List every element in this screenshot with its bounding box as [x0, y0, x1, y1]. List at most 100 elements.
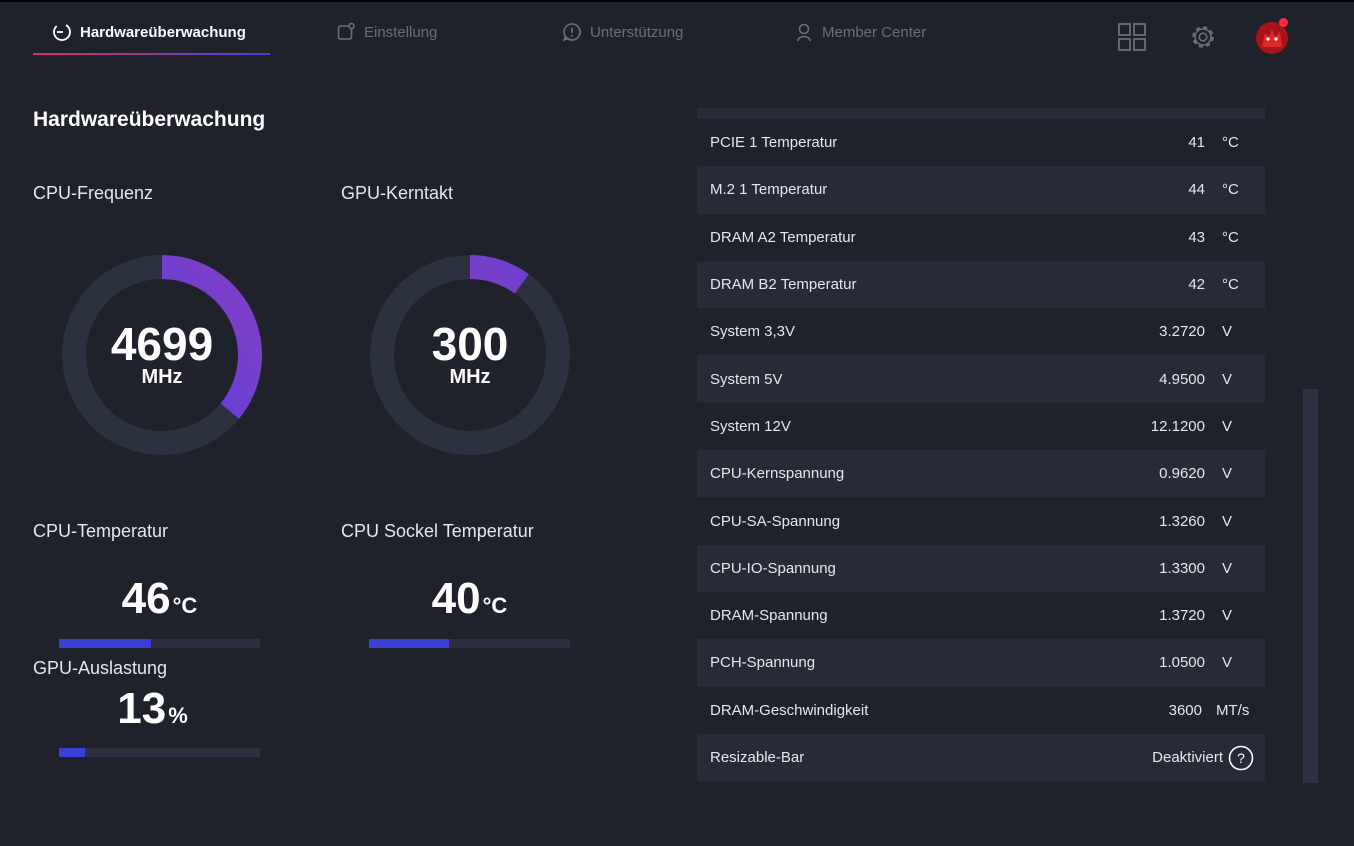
cpu-frequency-label: CPU-Frequenz: [33, 183, 154, 203]
tab-label: Hardwareüberwachung: [80, 23, 246, 41]
sensor-unit: V: [1222, 607, 1233, 625]
cpu-temperature-label: CPU-Temperatur: [33, 521, 169, 541]
cpu-temperature-value: 46: [121, 574, 171, 623]
support-alert-icon: [562, 23, 581, 42]
user-icon: [797, 23, 811, 42]
sensor-value: 41: [1188, 134, 1205, 152]
sensor-unit: °C: [1222, 134, 1239, 152]
table-row: DRAM-Spannung 1.3720 V: [697, 592, 1265, 639]
socket-temperature-unit: °C: [482, 593, 508, 618]
sensor-name: PCIE 1 Temperatur: [710, 134, 838, 152]
sensor-value: 3.2720: [1159, 323, 1205, 341]
sensor-rows: PCIE 1 Temperatur 41 °C M.2 1 Temperatur 44 °…: [697, 119, 1265, 734]
cpu-temperature-readout: 46°C: [59, 574, 260, 624]
sensor-name: Resizable-Bar: [710, 749, 805, 766]
socket-temperature-bar-fill: [369, 639, 450, 648]
table-row: PCIE 1 Temperatur 41 °C: [697, 119, 1265, 166]
page-title: Hardwareüberwachung: [33, 108, 266, 131]
tab-label: Unterstützung: [590, 23, 684, 41]
gpu-load-bar: [59, 748, 260, 757]
table-row: DRAM-Geschwindigkeit 3600 MT/s: [697, 687, 1265, 734]
sensor-name: M.2 1 Temperatur: [710, 181, 828, 199]
socket-temperature-bar: [369, 639, 570, 648]
monitor-gauge-icon: [53, 23, 71, 41]
sensor-value: 1.3300: [1159, 559, 1205, 577]
table-row: CPU-Kernspannung 0.9620 V: [697, 450, 1265, 498]
sensor-value: 1.0500: [1159, 654, 1205, 672]
gpu-clock-value: 300: [431, 318, 509, 370]
gpu-load-value: 13: [117, 684, 167, 733]
top-navigation: Hardwareüberwachung Einstellung Unterstü…: [0, 0, 1354, 62]
gear-icon[interactable]: [1188, 22, 1218, 52]
sensor-unit: °C: [1222, 181, 1239, 199]
sensor-unit: V: [1222, 417, 1233, 435]
socket-temperature-value: 40: [431, 574, 481, 623]
sensor-name: CPU-Kernspannung: [710, 465, 845, 483]
sensor-value: 3600: [1168, 701, 1202, 719]
cpu-temperature-bar: [59, 639, 260, 648]
settings-square-icon: [337, 22, 355, 40]
sensor-value: 44: [1188, 181, 1205, 199]
tab-support[interactable]: Unterstützung: [562, 20, 683, 44]
sensor-value: 1.3720: [1159, 607, 1205, 625]
cpu-temperature-bar-fill: [59, 639, 152, 648]
cpu-frequency-unit: MHz: [141, 366, 183, 388]
sensor-table[interactable]: PCIE 1 Temperatur 41 °C M.2 1 Temperatur 44 °…: [697, 108, 1265, 782]
sensor-value: 12.1200: [1150, 417, 1205, 435]
active-tab-indicator: [33, 53, 270, 55]
gpu-load-bar-fill: [59, 748, 86, 757]
gpu-clock-label: GPU-Kerntakt: [341, 183, 454, 203]
scrollbar-thumb[interactable]: [1303, 389, 1318, 783]
sensor-value: 42: [1188, 276, 1205, 294]
sensor-value: 4.9500: [1159, 370, 1205, 388]
sensor-name: CPU-IO-Spannung: [710, 559, 836, 577]
sensor-name: DRAM B2 Temperatur: [710, 276, 857, 294]
avatar[interactable]: [1255, 21, 1289, 55]
sensor-name: System 3,3V: [710, 323, 796, 341]
tab-hardware-monitor[interactable]: Hardwareüberwachung: [52, 20, 246, 44]
sensor-value: 43: [1188, 228, 1205, 246]
table-row: CPU-SA-Spannung 1.3260 V: [697, 497, 1265, 544]
table-row: PCH-Spannung 1.0500 V: [697, 639, 1265, 687]
tab-settings[interactable]: Einstellung: [336, 20, 437, 44]
table-row: M.2 1 Temperatur 44 °C: [697, 166, 1265, 214]
tab-label: Member Center: [822, 23, 927, 41]
sensor-unit: V: [1222, 654, 1233, 672]
table-row: System 3,3V 3.2720 V: [697, 308, 1265, 355]
tab-member-center[interactable]: Member Center: [794, 20, 926, 44]
sensor-name: DRAM A2 Temperatur: [710, 228, 856, 246]
sensor-name: System 5V: [710, 370, 783, 388]
sensor-name: System 12V: [710, 417, 791, 435]
sensor-name: DRAM-Geschwindigkeit: [710, 701, 869, 719]
cpu-frequency-gauge: 4699 MHz: [62, 255, 262, 455]
sensor-unit: V: [1222, 512, 1233, 530]
sensor-unit: V: [1222, 465, 1233, 483]
resizable-bar-row: Resizable-Bar Deaktiviert ?: [697, 733, 1265, 782]
sensor-unit: °C: [1222, 276, 1239, 294]
gpu-load-label: GPU-Auslastung: [33, 658, 168, 678]
sensor-unit: V: [1222, 370, 1233, 388]
resizable-bar-status: Deaktiviert: [1152, 749, 1223, 766]
help-icon[interactable]: ?: [1228, 745, 1254, 771]
notification-dot: [1279, 18, 1288, 27]
gpu-load-readout: 13%: [52, 684, 253, 734]
table-row: System 5V 4.9500 V: [697, 355, 1265, 403]
socket-temperature-label: CPU Sockel Temperatur: [341, 521, 534, 541]
sensor-value: 1.3260: [1159, 512, 1205, 530]
sensor-name: CPU-SA-Spannung: [710, 512, 841, 530]
cpu-frequency-value: 4699: [110, 318, 214, 370]
table-row: CPU-IO-Spannung 1.3300 V: [697, 544, 1265, 592]
sensor-unit: V: [1222, 323, 1233, 341]
table-row: System 12V 12.1200 V: [697, 403, 1265, 450]
grid-view-icon[interactable]: [1117, 22, 1147, 52]
sensor-name: PCH-Spannung: [710, 654, 816, 672]
table-row-partial: [697, 108, 1265, 119]
window-edge: [0, 0, 1354, 2]
table-row: DRAM A2 Temperatur 43 °C: [697, 214, 1265, 261]
gpu-load-unit: %: [168, 703, 188, 728]
sensor-name: DRAM-Spannung: [710, 607, 828, 625]
help-glyph: ?: [1237, 750, 1245, 766]
sensor-unit: MT/s: [1216, 701, 1250, 719]
cpu-temperature-unit: °C: [172, 593, 198, 618]
sensor-unit: °C: [1222, 228, 1239, 246]
